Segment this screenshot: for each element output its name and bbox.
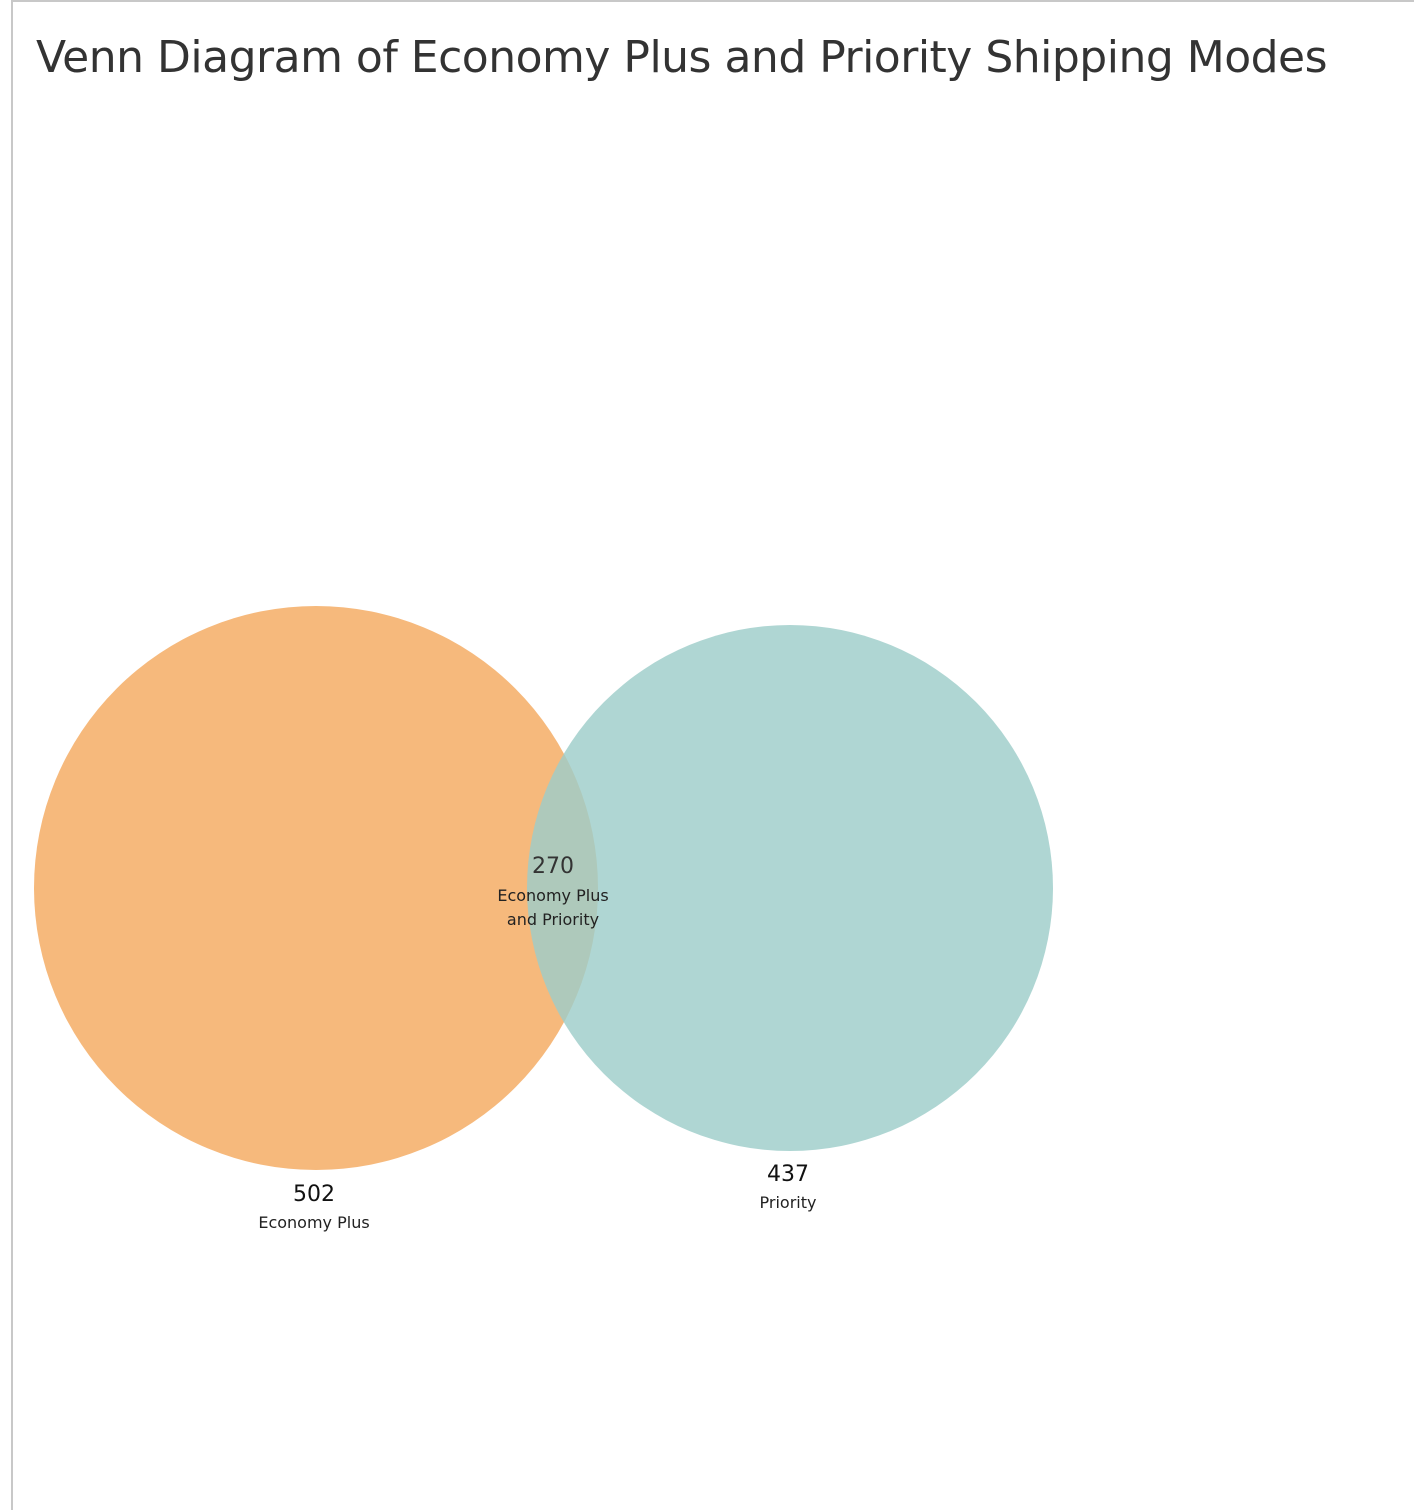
chart-title: Venn Diagram of Economy Plus and Priorit… xyxy=(36,32,1328,83)
priority-circle[interactable] xyxy=(527,625,1053,1151)
priority-count: 437 xyxy=(767,1162,809,1187)
chart-frame xyxy=(11,0,1414,1510)
economy-plus-count: 502 xyxy=(293,1182,335,1207)
intersection-label-line2: and Priority xyxy=(507,910,599,929)
priority-label: Priority xyxy=(760,1193,817,1212)
intersection-label-line1: Economy Plus xyxy=(497,886,608,905)
economy-plus-label: Economy Plus xyxy=(258,1213,369,1232)
economy-plus-circle[interactable] xyxy=(34,606,598,1170)
intersection-count: 270 xyxy=(532,854,574,879)
